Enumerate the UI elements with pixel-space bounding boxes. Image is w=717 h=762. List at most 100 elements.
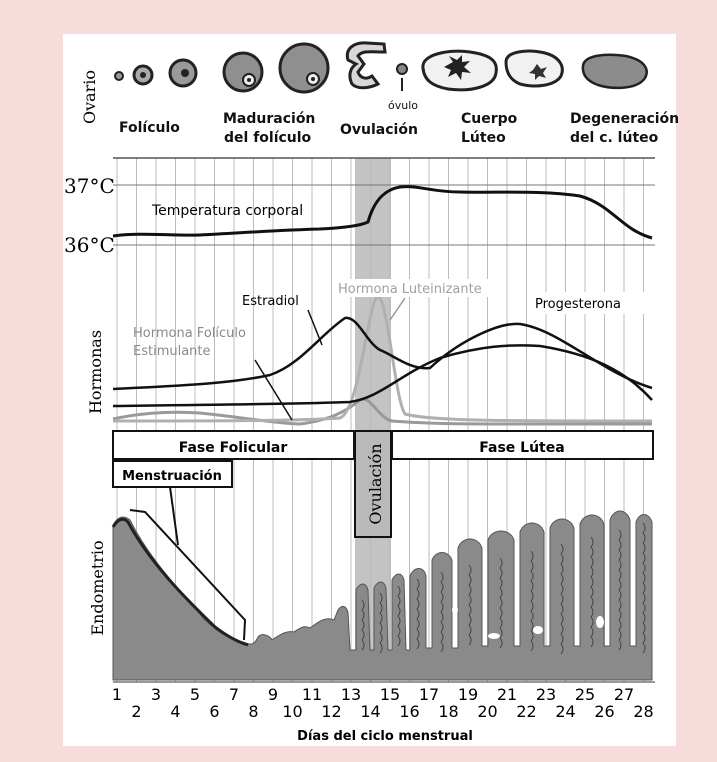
day-label-21: 21 — [497, 685, 517, 704]
vessel — [361, 599, 365, 651]
day-label-12: 12 — [321, 702, 341, 721]
day-label-20: 20 — [477, 702, 497, 721]
fsh-label-line1: Hormona Folículo — [133, 326, 246, 341]
day-label-6: 6 — [209, 702, 219, 721]
day-label-24: 24 — [555, 702, 575, 721]
day-label-7: 7 — [229, 685, 239, 704]
lh-label-bg — [333, 279, 503, 297]
hormones-axis-label: Hormonas — [86, 330, 105, 414]
day-label-28: 28 — [633, 702, 653, 721]
day-label-3: 3 — [151, 685, 161, 704]
day-label-22: 22 — [516, 702, 536, 721]
vessel — [440, 571, 444, 653]
maturing-follicle-icon — [222, 51, 264, 93]
day-label-17: 17 — [419, 685, 439, 704]
day-label-1: 1 — [112, 685, 122, 704]
ovary-axis-label: Ovario — [80, 70, 99, 124]
vessel — [642, 522, 646, 654]
stage-label-degeneracion: Degeneración — [570, 111, 679, 127]
vessel — [530, 550, 534, 652]
endometrium-axis-label: Endometrio — [88, 540, 107, 635]
corpus-luteum-late-icon — [504, 49, 564, 88]
follicle-small-icon — [114, 71, 124, 81]
day-label-15: 15 — [380, 685, 400, 704]
day-label-14: 14 — [360, 702, 380, 721]
temperature-curve-label: Temperatura corporal — [151, 203, 303, 219]
day-label-18: 18 — [438, 702, 458, 721]
tick-36c: 36°C — [64, 233, 115, 257]
ovulation-box — [354, 430, 392, 538]
endometrium-tissue — [112, 510, 653, 681]
stage-label-ovulo: óvulo — [388, 99, 418, 112]
progesterone-curve — [112, 344, 653, 408]
follicular-phase-box — [112, 430, 355, 460]
stage-label-ovulacion: Ovulación — [340, 122, 418, 138]
phase-bar: Fase Folicular Fase Lútea Ovulación Mens… — [112, 430, 654, 538]
ovary-stage-drawings — [114, 41, 648, 94]
progesterone-label: Progesterona — [535, 297, 621, 312]
menstruation-label: Menstruación — [122, 469, 222, 484]
gland-gaps — [452, 605, 604, 639]
degenerated-corpus-luteum-icon — [581, 53, 648, 90]
follicle-large-icon — [168, 58, 198, 88]
ovary-stage-labels: Folículo Maduración del folículo Ovulaci… — [119, 99, 679, 146]
day-label-25: 25 — [575, 685, 595, 704]
body-temperature-curve — [112, 185, 653, 240]
hormones-panel: Hormonas Estradiol Hormona Luteinizante … — [86, 279, 660, 426]
luteal-phase-box — [391, 430, 654, 460]
mature-follicle-icon — [278, 42, 330, 94]
fsh-pointer — [254, 359, 293, 421]
x-axis-title: Días del ciclo menstrual — [297, 729, 473, 744]
vessel — [560, 543, 564, 655]
day-label-5: 5 — [190, 685, 200, 704]
luteal-phase-label: Fase Lútea — [479, 440, 564, 456]
day-label-9: 9 — [268, 685, 278, 704]
vessel — [590, 536, 594, 648]
tick-37c: 37°C — [64, 174, 115, 198]
day-label-13: 13 — [341, 685, 361, 704]
day-label-2: 2 — [131, 702, 141, 721]
estradiol-label: Estradiol — [242, 294, 299, 309]
day-label-10: 10 — [282, 702, 302, 721]
lh-pointer — [389, 297, 406, 321]
fsh-label-line2: Estimulante — [133, 344, 211, 359]
corpus-luteum-icon — [421, 49, 498, 92]
day-label-16: 16 — [399, 702, 419, 721]
day-label-26: 26 — [594, 702, 614, 721]
stage-label-del-c-luteo: del c. lúteo — [570, 130, 659, 146]
follicular-phase-label: Fase Folicular — [179, 440, 288, 456]
menstruation-pointer — [169, 486, 179, 546]
vessel — [416, 578, 420, 650]
temperature-panel: 37°C 36°C Temperatura corporal — [64, 157, 655, 257]
vessel — [499, 557, 503, 649]
vessel — [468, 564, 472, 646]
day-label-23: 23 — [536, 685, 556, 704]
follicle-medium-icon — [132, 64, 154, 86]
stage-label-del-foliculo: del folículo — [224, 130, 312, 146]
ovulation-follicle-icon — [345, 41, 408, 91]
ovulation-label: Ovulación — [366, 443, 385, 524]
estradiol-pointer — [307, 309, 323, 346]
estradiol-curve — [112, 316, 653, 391]
menstruation-box — [112, 460, 233, 488]
progesterone-label-bg — [530, 292, 660, 314]
menstruation-bracket — [129, 509, 247, 641]
endometrium-panel: Endometrio — [88, 486, 653, 681]
day-label-8: 8 — [248, 702, 258, 721]
day-label-19: 19 — [458, 685, 478, 704]
stage-label-folliculo: Folículo — [119, 120, 180, 136]
lh-label: Hormona Luteinizante — [338, 282, 482, 297]
day-label-11: 11 — [302, 685, 322, 704]
endometrium-dark-edge — [111, 517, 249, 647]
x-axis-day-labels: 1234567891011121314151617181920212223242… — [112, 685, 654, 721]
day-label-27: 27 — [614, 685, 634, 704]
stage-label-luteo: Lúteo — [461, 130, 506, 146]
stage-label-cuerpo: Cuerpo — [461, 111, 518, 127]
day-label-4: 4 — [170, 702, 180, 721]
stage-label-maduracion: Maduración — [223, 111, 315, 127]
vessel — [397, 585, 401, 647]
vessel — [618, 529, 622, 651]
blood-vessels — [361, 522, 646, 655]
